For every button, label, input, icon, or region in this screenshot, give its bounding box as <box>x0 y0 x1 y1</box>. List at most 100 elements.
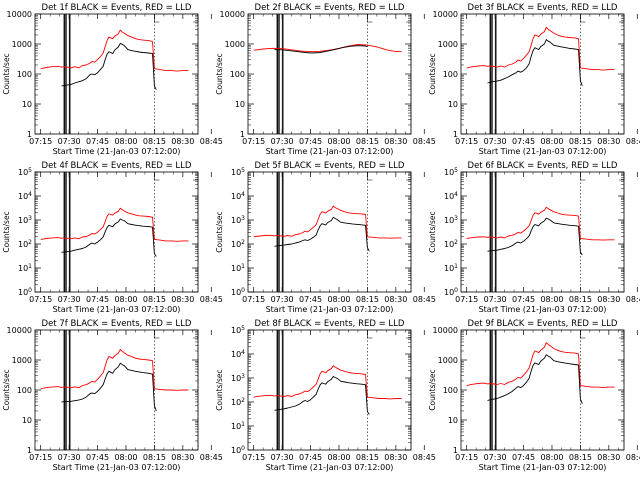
x-tick-label: 07:30 <box>484 453 507 462</box>
y-tick-label: 105 <box>18 167 32 177</box>
x-tick-label: 07:30 <box>271 137 294 146</box>
series-lld-line <box>253 205 402 239</box>
x-tick-label: 07:15 <box>242 137 265 146</box>
plot-frame <box>460 329 625 451</box>
y-tick-label: 101 <box>231 263 245 273</box>
boundary-bracket <box>193 172 199 181</box>
y-axis-title: Counts/sec <box>215 369 224 410</box>
x-axis-title: Start Time (21-Jan-03 07:12:00) <box>266 305 394 314</box>
x-tick-label: 08:45 <box>413 137 436 146</box>
boundary-bracket <box>580 330 586 339</box>
panel-title: Det 3f BLACK = Events, RED = LLD <box>468 3 618 13</box>
x-tick-label: 07:30 <box>484 137 507 146</box>
panel-title: Det 4f BLACK = Events, RED = LLD <box>42 161 192 171</box>
y-tick-label: 102 <box>18 239 32 249</box>
y-tick-label: 101 <box>231 421 245 431</box>
y-axis-title: Counts/sec <box>428 211 437 252</box>
x-tick-label: 08:00 <box>540 453 563 462</box>
x-tick-label: 08:30 <box>384 453 407 462</box>
y-tick-label: 103 <box>18 215 32 225</box>
y-tick-label: 1 <box>453 130 458 139</box>
x-tick-label: 08:45 <box>413 295 436 304</box>
y-tick-label: 1 <box>27 130 32 139</box>
x-tick-label: 08:30 <box>171 453 194 462</box>
x-tick-label: 08:00 <box>327 137 350 146</box>
x-tick-label: 07:45 <box>512 453 535 462</box>
x-tick-label: 08:00 <box>114 295 137 304</box>
y-tick-label: 103 <box>231 373 245 383</box>
boundary-bracket <box>154 330 160 339</box>
x-tick-label: 07:15 <box>455 453 478 462</box>
x-tick-label: 08:15 <box>569 137 592 146</box>
x-tick-label: 08:15 <box>356 453 379 462</box>
y-tick-label: 102 <box>444 239 458 249</box>
x-tick-label: 07:30 <box>58 295 81 304</box>
x-tick-label: 07:45 <box>512 295 535 304</box>
boundary-bracket <box>367 172 373 181</box>
y-tick-label: 1000 <box>12 356 32 365</box>
panel-det-2: Det 2f BLACK = Events, RED = LLD 1 10 100 10… <box>215 3 436 156</box>
plot-frame <box>460 171 625 293</box>
y-tick-label: 102 <box>231 239 245 249</box>
x-tick-label: 08:30 <box>171 295 194 304</box>
x-axis-title: Start Time (21-Jan-03 07:12:00) <box>53 463 181 472</box>
x-tick-label: 07:30 <box>271 453 294 462</box>
y-tick-label: 102 <box>231 397 245 407</box>
y-tick-label: 1000 <box>12 40 32 49</box>
y-tick-label: 100 <box>231 445 245 455</box>
x-axis-title: Start Time (21-Jan-03 07:12:00) <box>266 463 394 472</box>
x-tick-label: 07:45 <box>86 137 109 146</box>
series-events-line <box>274 216 370 252</box>
boundary-bracket <box>367 330 373 339</box>
x-tick-label: 08:30 <box>384 137 407 146</box>
y-tick-label: 105 <box>231 167 245 177</box>
plot-frame <box>247 329 412 451</box>
series-lld-line <box>40 348 189 391</box>
x-tick-label: 08:15 <box>143 453 166 462</box>
x-tick-label: 07:45 <box>299 137 322 146</box>
x-tick-label: 07:30 <box>271 295 294 304</box>
x-tick-label: 07:30 <box>58 137 81 146</box>
x-axis-title: Start Time (21-Jan-03 07:12:00) <box>479 463 607 472</box>
x-tick-label: 08:45 <box>200 453 223 462</box>
plot-frame <box>34 13 199 135</box>
boundary-bracket <box>619 172 625 181</box>
panel-det-6: Det 6f BLACK = Events, RED = LLD 100 101 10… <box>428 161 640 314</box>
x-axis-title: Start Time (21-Jan-03 07:12:00) <box>479 305 607 314</box>
x-tick-label: 07:15 <box>29 453 52 462</box>
x-axis-title: Start Time (21-Jan-03 07:12:00) <box>53 147 181 156</box>
y-tick-label: 10 <box>235 100 245 109</box>
panel-det-9: Det 9f BLACK = Events, RED = LLD 1 10 100 10… <box>428 319 640 472</box>
y-tick-label: 10 <box>448 416 458 425</box>
y-tick-label: 101 <box>18 263 32 273</box>
y-tick-label: 1000 <box>438 40 458 49</box>
y-axis-title: Counts/sec <box>2 211 11 252</box>
y-tick-label: 105 <box>231 325 245 335</box>
x-tick-label: 08:00 <box>114 137 137 146</box>
x-tick-label: 07:15 <box>455 137 478 146</box>
series-lld-line <box>253 365 402 400</box>
boundary-bracket <box>406 14 412 23</box>
plot-frame <box>34 171 199 293</box>
series-lld-line <box>40 207 189 242</box>
y-tick-label: 104 <box>444 191 458 201</box>
y-tick-label: 104 <box>231 191 245 201</box>
y-tick-label: 100 <box>18 287 32 297</box>
boundary-bracket <box>154 172 160 181</box>
y-tick-label: 10000 <box>433 326 458 335</box>
x-tick-label: 08:30 <box>171 137 194 146</box>
series-lld-line <box>466 26 615 71</box>
x-tick-label: 07:45 <box>299 453 322 462</box>
x-tick-label: 08:30 <box>597 137 620 146</box>
y-tick-label: 10000 <box>433 10 458 19</box>
panel-title: Det 5f BLACK = Events, RED = LLD <box>255 161 405 171</box>
y-axis-title: Counts/sec <box>215 53 224 94</box>
x-axis-title: Start Time (21-Jan-03 07:12:00) <box>266 147 394 156</box>
panel-det-4: Det 4f BLACK = Events, RED = LLD 100 101 10… <box>2 161 223 314</box>
series-events-line <box>274 45 368 54</box>
x-tick-label: 08:30 <box>597 453 620 462</box>
y-tick-label: 1 <box>27 446 32 455</box>
x-tick-label: 08:30 <box>384 295 407 304</box>
series-events-line <box>61 42 157 90</box>
y-tick-label: 10 <box>22 100 32 109</box>
